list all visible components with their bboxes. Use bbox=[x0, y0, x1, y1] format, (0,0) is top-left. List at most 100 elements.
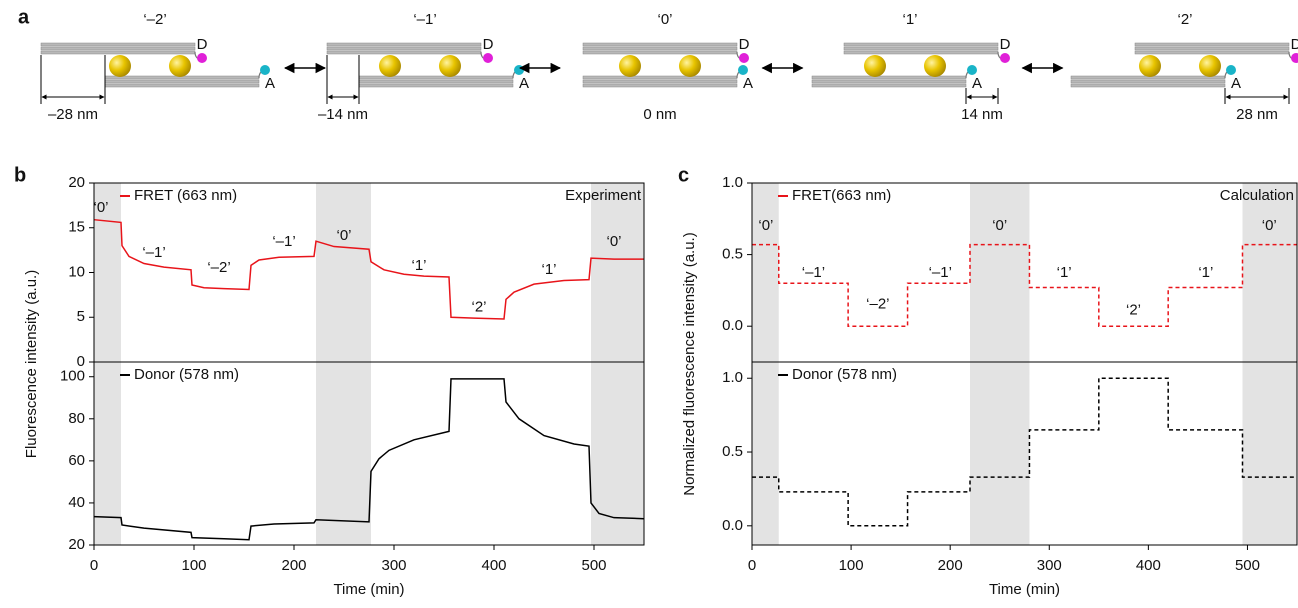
nanoparticle bbox=[379, 55, 401, 77]
helix bbox=[843, 46, 999, 51]
distance-label: –28 nm bbox=[48, 106, 98, 123]
helix bbox=[811, 79, 967, 84]
state-annotation: ‘1’ bbox=[411, 257, 426, 274]
legend-label: FRET (663 nm) bbox=[134, 187, 237, 204]
helix bbox=[104, 83, 260, 88]
state-annotation: ‘–1’ bbox=[142, 244, 165, 261]
state-annotation: ‘1’ bbox=[1057, 264, 1072, 281]
x-tick-label: 0 bbox=[748, 557, 756, 574]
acceptor-label: A bbox=[972, 75, 982, 92]
helix bbox=[843, 50, 999, 55]
y-tick-label: 20 bbox=[68, 536, 85, 553]
y-tick-label: 0.0 bbox=[722, 317, 743, 334]
nanoparticle bbox=[679, 55, 701, 77]
state-annotation: ‘–1’ bbox=[272, 233, 295, 250]
panel-label: c bbox=[678, 164, 689, 186]
acceptor-label: A bbox=[1231, 75, 1241, 92]
shaded-span bbox=[316, 362, 371, 545]
y-tick-label: 80 bbox=[68, 410, 85, 427]
state-annotation: ‘2’ bbox=[1126, 301, 1141, 318]
helix bbox=[40, 46, 196, 51]
x-tick-label: 200 bbox=[281, 557, 306, 574]
x-tick-label: 500 bbox=[581, 557, 606, 574]
helix bbox=[326, 42, 482, 47]
helix bbox=[582, 75, 738, 80]
helix bbox=[358, 75, 514, 80]
x-axis-label: Time (min) bbox=[989, 581, 1060, 598]
distance-label: –14 nm bbox=[318, 106, 368, 123]
helix bbox=[582, 46, 738, 51]
y-tick-label: 0.5 bbox=[722, 246, 743, 263]
panel-label: a bbox=[18, 6, 30, 28]
acceptor-dye bbox=[738, 65, 748, 75]
x-tick-label: 100 bbox=[839, 557, 864, 574]
state-label: ‘–2’ bbox=[143, 11, 166, 28]
y-tick-label: 5 bbox=[77, 308, 85, 325]
y-tick-label: 0 bbox=[77, 353, 85, 370]
shaded-span bbox=[591, 183, 644, 362]
donor-label: D bbox=[1000, 36, 1011, 53]
series-line bbox=[752, 377, 1297, 527]
acceptor-dye bbox=[260, 65, 270, 75]
state-annotation: ‘1’ bbox=[541, 261, 556, 278]
nanoparticle bbox=[864, 55, 886, 77]
state-annotation: ‘0’ bbox=[336, 227, 351, 244]
state-label: ‘–1’ bbox=[413, 11, 436, 28]
shaded-span bbox=[970, 362, 1030, 545]
nanoparticle bbox=[169, 55, 191, 77]
x-tick-label: 400 bbox=[1136, 557, 1161, 574]
helix bbox=[1070, 79, 1226, 84]
helix bbox=[1134, 50, 1290, 55]
helix bbox=[582, 42, 738, 47]
shaded-span bbox=[591, 362, 644, 545]
y-tick-label: 15 bbox=[68, 219, 85, 236]
y-tick-label: 0.5 bbox=[722, 443, 743, 460]
helix bbox=[326, 50, 482, 55]
shaded-span bbox=[752, 362, 779, 545]
state-annotation: ‘0’ bbox=[758, 217, 773, 234]
donor-dye bbox=[1291, 53, 1298, 63]
plot-frame bbox=[751, 361, 1298, 546]
y-tick-label: 1.0 bbox=[722, 369, 743, 386]
y-tick-label: 40 bbox=[68, 494, 85, 511]
series-line bbox=[93, 218, 644, 320]
donor-dye bbox=[739, 53, 749, 63]
y-tick-label: 60 bbox=[68, 452, 85, 469]
helix bbox=[326, 46, 482, 51]
x-tick-label: 500 bbox=[1235, 557, 1260, 574]
y-tick-label: 0.0 bbox=[722, 517, 743, 534]
y-tick-label: 100 bbox=[60, 368, 85, 385]
state-label: ‘1’ bbox=[902, 11, 917, 28]
helix bbox=[1134, 46, 1290, 51]
corner-title: Calculation bbox=[1220, 187, 1294, 204]
distance-label: 14 nm bbox=[961, 106, 1003, 123]
acceptor-label: A bbox=[519, 75, 529, 92]
state-annotation: ‘–1’ bbox=[929, 264, 952, 281]
state-annotation: ‘–2’ bbox=[866, 296, 889, 313]
donor-label: D bbox=[483, 36, 494, 53]
corner-title: Experiment bbox=[565, 187, 642, 204]
state-label: ‘0’ bbox=[657, 11, 672, 28]
state-annotation: ‘0’ bbox=[1262, 217, 1277, 234]
state-annotation: ‘0’ bbox=[992, 217, 1007, 234]
shaded-span bbox=[1242, 183, 1297, 362]
nanoparticle bbox=[1139, 55, 1161, 77]
donor-label: D bbox=[739, 36, 750, 53]
shaded-span bbox=[970, 183, 1030, 362]
y-tick-label: 10 bbox=[68, 263, 85, 280]
legend-label: FRET(663 nm) bbox=[792, 187, 891, 204]
helix bbox=[1070, 83, 1226, 88]
helix bbox=[582, 83, 738, 88]
acceptor-label: A bbox=[265, 75, 275, 92]
y-axis-label: Fluorescence intensity (a.u.) bbox=[23, 270, 40, 458]
state-annotation: ‘0’ bbox=[606, 233, 621, 250]
helix bbox=[582, 79, 738, 84]
plot-frame bbox=[93, 361, 645, 546]
helix bbox=[843, 42, 999, 47]
x-tick-label: 0 bbox=[90, 557, 98, 574]
state-annotation: ‘0’ bbox=[93, 199, 108, 216]
nanoparticle bbox=[924, 55, 946, 77]
x-tick-label: 400 bbox=[481, 557, 506, 574]
donor-label: D bbox=[197, 36, 208, 53]
